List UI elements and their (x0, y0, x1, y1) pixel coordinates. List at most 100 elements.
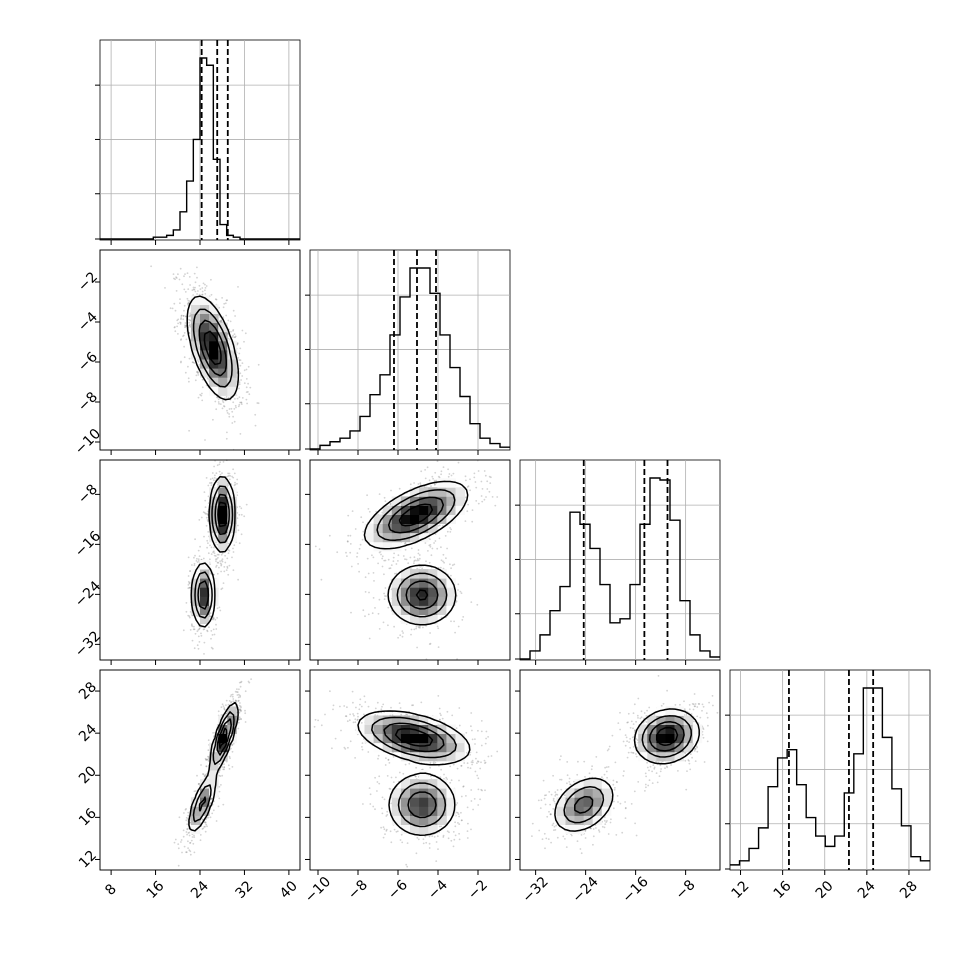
scatter-point (206, 519, 209, 521)
scatter-point (183, 334, 185, 337)
density-cell (209, 350, 219, 360)
scatter-point (203, 491, 206, 493)
scatter-point (404, 558, 406, 561)
scatter-point (347, 746, 349, 749)
scatter-point (201, 386, 204, 389)
scatter-point (207, 378, 210, 380)
scatter-point (195, 374, 198, 377)
scatter-point (232, 415, 235, 418)
scatter-point (428, 561, 431, 564)
scatter-point (416, 646, 418, 649)
scatter-point (188, 321, 191, 324)
scatter-point (429, 632, 431, 634)
scatter-point (207, 542, 209, 544)
panel-frame (729, 669, 931, 871)
density-cell (209, 304, 219, 314)
scatter-point (378, 493, 381, 495)
scatter-point (206, 512, 208, 515)
scatter-point (199, 839, 202, 842)
scatter-point (180, 315, 183, 317)
scatter-point (202, 827, 205, 830)
scatter-point (189, 570, 192, 573)
scatter-point (222, 316, 225, 318)
scatter-point (210, 546, 213, 549)
scatter-point (187, 811, 190, 814)
scatter-point (222, 803, 225, 806)
scatter-point (196, 276, 198, 279)
scatter-point (214, 618, 217, 621)
scatter-point (203, 826, 206, 828)
scatter-point (177, 864, 180, 867)
scatter-point (232, 698, 235, 700)
scatter-point (201, 290, 204, 293)
scatter-point (238, 681, 241, 684)
density-cell (200, 322, 210, 333)
scatter-point (227, 703, 230, 706)
scatter-point (201, 287, 204, 289)
scatter-point (193, 272, 196, 275)
scatter-point (413, 562, 415, 565)
scatter-point (236, 694, 239, 696)
scatter-point (374, 607, 376, 609)
scatter-point (186, 272, 189, 275)
scatter-point (202, 773, 205, 776)
scatter-point (243, 382, 246, 385)
scatter-point (367, 508, 370, 510)
pair-panel-3-0 (95, 669, 301, 875)
scatter-point (244, 712, 247, 715)
scatter-point (209, 478, 212, 481)
scatter-point (417, 559, 420, 562)
scatter-point (477, 470, 480, 472)
scatter-point (226, 409, 228, 412)
scatter-point (185, 831, 188, 833)
scatter-point (204, 512, 206, 514)
scatter-point (445, 557, 447, 560)
scatter-point (485, 496, 487, 498)
scatter-point (404, 548, 407, 551)
scatter-point (390, 489, 392, 492)
scatter-point (237, 721, 240, 724)
scatter-point (228, 415, 231, 418)
scatter-point (236, 397, 239, 400)
scatter-point (240, 403, 243, 405)
scatter-point (431, 475, 434, 478)
scatter-point (216, 607, 219, 610)
scatter-point (200, 516, 203, 519)
scatter-point (240, 718, 242, 720)
scatter-point (217, 553, 220, 556)
contour-level-1 (192, 308, 233, 388)
scatter-point (239, 401, 242, 404)
scatter-point (450, 474, 453, 477)
scatter-point (183, 345, 186, 348)
scatter-point (199, 834, 202, 836)
scatter-point (362, 530, 365, 533)
scatter-point (215, 560, 217, 562)
scatter-point (372, 572, 375, 574)
scatter-point (185, 338, 188, 341)
scatter-point (174, 309, 177, 312)
density-cell (227, 386, 237, 396)
scatter-point (221, 552, 224, 555)
scatter-point (384, 595, 386, 597)
scatter-point (233, 420, 236, 423)
scatter-point (407, 562, 410, 565)
scatter-point (219, 403, 222, 405)
scatter-point (459, 590, 462, 593)
scatter-point (368, 510, 371, 513)
scatter-point (197, 635, 200, 638)
hist-bin (700, 651, 710, 659)
scatter-point (182, 835, 185, 838)
scatter-point (457, 583, 460, 586)
scatter-point (174, 838, 177, 841)
scatter-point (191, 639, 194, 642)
scatter-point (383, 592, 385, 595)
scatter-point (220, 319, 223, 322)
scatter-point (188, 300, 191, 303)
scatter-point (201, 293, 204, 296)
scatter-point (429, 642, 432, 645)
scatter-point (234, 404, 237, 407)
scatter-point (433, 479, 436, 482)
hist-bin (460, 397, 470, 449)
scatter-point (205, 477, 208, 479)
density-cell (218, 377, 228, 387)
